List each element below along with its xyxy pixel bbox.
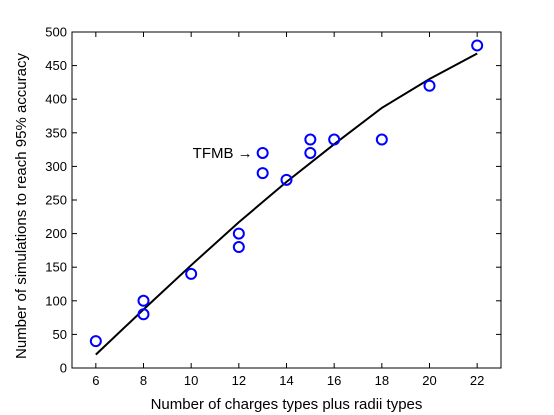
x-tick-label: 20 bbox=[422, 373, 436, 388]
x-tick-label: 16 bbox=[327, 373, 341, 388]
data-point bbox=[137, 294, 150, 307]
data-point bbox=[232, 227, 245, 240]
data-point bbox=[137, 308, 150, 321]
data-point bbox=[471, 39, 484, 52]
data-point bbox=[423, 79, 436, 92]
fit-curve bbox=[95, 52, 478, 356]
data-point bbox=[375, 133, 388, 146]
y-tick-label: 50 bbox=[53, 327, 67, 342]
y-tick-label: 100 bbox=[45, 293, 67, 308]
annotation-label: TFMB → bbox=[193, 145, 253, 162]
x-tick-label: 14 bbox=[279, 373, 293, 388]
data-point bbox=[232, 241, 245, 254]
y-axis-label: Number of simulations to reach 95% accur… bbox=[13, 53, 30, 359]
y-tick-label: 200 bbox=[45, 226, 67, 241]
data-point bbox=[304, 146, 317, 159]
x-tick-label: 18 bbox=[375, 373, 389, 388]
data-point bbox=[304, 133, 317, 146]
x-tick-label: 10 bbox=[184, 373, 198, 388]
data-point bbox=[89, 335, 102, 348]
data-point bbox=[256, 167, 269, 180]
y-tick-label: 450 bbox=[45, 58, 67, 73]
x-tick-label: 12 bbox=[232, 373, 246, 388]
x-tick-label: 22 bbox=[470, 373, 484, 388]
data-point bbox=[280, 173, 293, 186]
y-tick-label: 400 bbox=[45, 92, 67, 107]
data-point bbox=[328, 133, 341, 146]
y-tick-label: 250 bbox=[45, 193, 67, 208]
y-tick-label: 350 bbox=[45, 125, 67, 140]
x-tick-label: 8 bbox=[140, 373, 147, 388]
y-tick-label: 300 bbox=[45, 159, 67, 174]
data-point bbox=[256, 146, 269, 159]
data-point bbox=[185, 267, 198, 280]
y-tick-label: 150 bbox=[45, 260, 67, 275]
y-tick-label: 0 bbox=[60, 361, 67, 376]
x-tick-label: 6 bbox=[92, 373, 99, 388]
y-tick-label: 500 bbox=[45, 25, 67, 40]
x-axis-label: Number of charges types plus radii types bbox=[151, 396, 423, 413]
